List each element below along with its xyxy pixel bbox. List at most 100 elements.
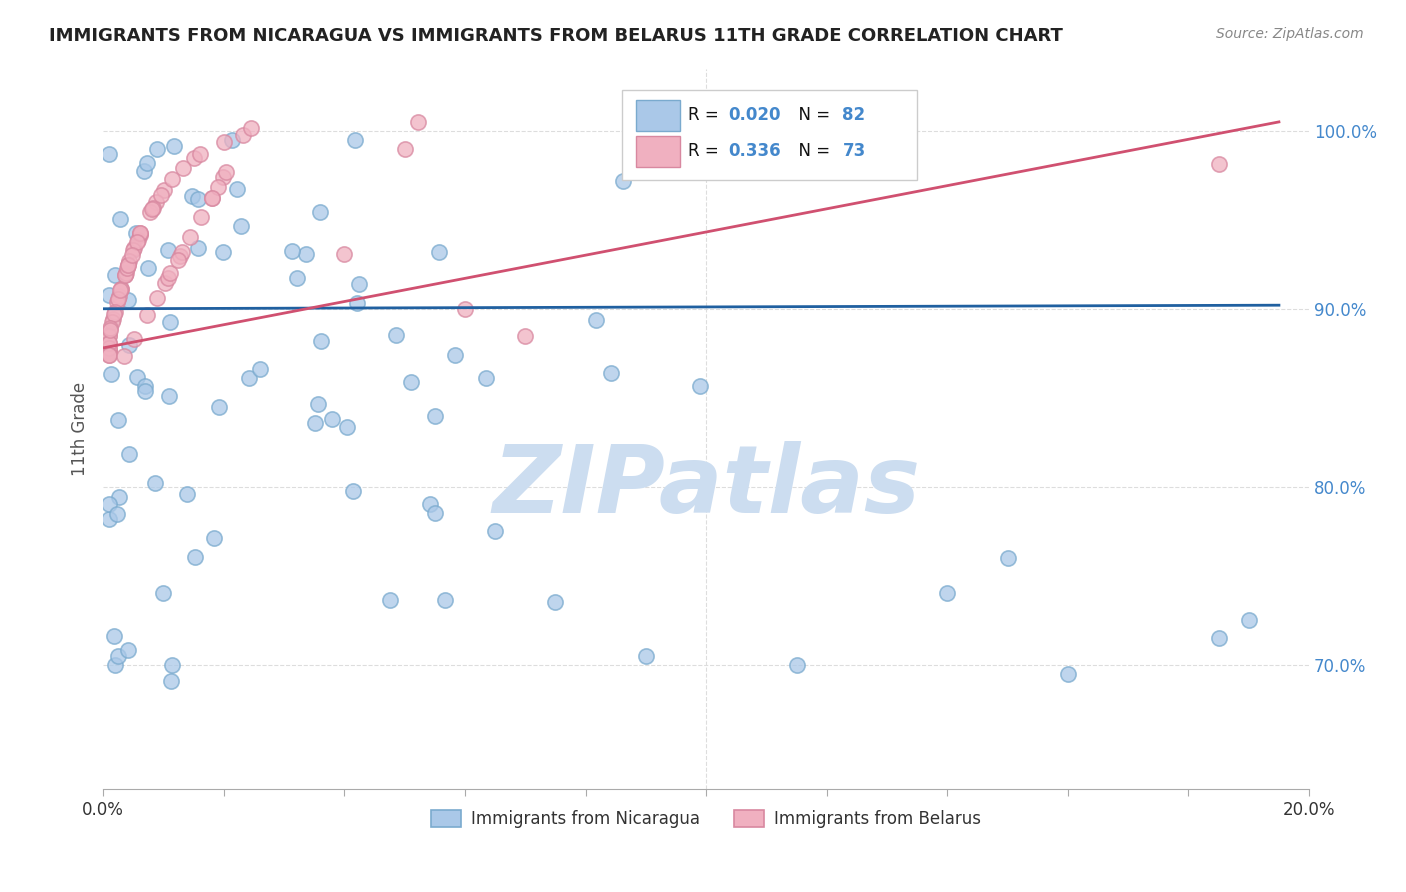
Point [117, 258, 139, 272]
Point [139, 205, 162, 219]
Point [104, 268, 127, 282]
Point [349, 277, 371, 291]
Point [141, 202, 163, 216]
Point [187, 241, 209, 255]
Point [100, 367, 122, 381]
Point [117, 643, 139, 657]
Point [249, 362, 271, 376]
Point [474, 371, 496, 385]
Point [394, 142, 416, 156]
Point [163, 138, 186, 153]
Point [201, 191, 224, 205]
Text: ZIPatlas: ZIPatlas [492, 441, 920, 533]
Point [118, 338, 141, 352]
Point [125, 370, 148, 384]
Point [231, 219, 253, 234]
Point [1057, 666, 1080, 681]
Point [122, 332, 145, 346]
Point [156, 270, 179, 285]
Point [380, 593, 402, 607]
Point [98, 343, 121, 358]
Point [176, 487, 198, 501]
FancyBboxPatch shape [621, 90, 917, 180]
Point [454, 302, 477, 317]
Point [336, 420, 359, 434]
Point [160, 172, 183, 186]
Point [208, 400, 231, 414]
Point [212, 135, 235, 149]
Point [134, 379, 156, 393]
Point [149, 188, 172, 202]
Text: Source: ZipAtlas.com: Source: ZipAtlas.com [1216, 27, 1364, 41]
Point [786, 657, 808, 672]
Point [172, 161, 194, 176]
Point [145, 475, 167, 490]
FancyBboxPatch shape [636, 136, 679, 168]
Point [159, 316, 181, 330]
Point [280, 244, 302, 259]
Point [333, 246, 356, 260]
Point [159, 266, 181, 280]
Text: 73: 73 [842, 143, 866, 161]
Point [172, 244, 194, 259]
Point [399, 375, 422, 389]
Point [107, 292, 129, 306]
Point [443, 348, 465, 362]
Point [98, 336, 121, 351]
Point [433, 592, 456, 607]
Point [287, 270, 309, 285]
Point [160, 658, 183, 673]
Point [98, 497, 121, 511]
Point [385, 327, 408, 342]
Point [101, 312, 124, 326]
Point [146, 142, 169, 156]
Point [98, 345, 121, 359]
Point [125, 226, 148, 240]
FancyBboxPatch shape [636, 100, 679, 131]
Point [202, 531, 225, 545]
Point [117, 293, 139, 308]
Point [101, 315, 124, 329]
Point [129, 226, 152, 240]
Point [98, 342, 121, 356]
Point [121, 248, 143, 262]
Point [136, 260, 159, 275]
Point [122, 241, 145, 255]
Point [181, 188, 204, 202]
Point [544, 595, 567, 609]
Point [127, 233, 149, 247]
Point [129, 226, 152, 240]
Text: R =: R = [688, 143, 724, 161]
Text: 82: 82 [842, 106, 866, 124]
Point [936, 586, 959, 600]
Point [98, 323, 121, 337]
Point [321, 412, 343, 426]
Legend: Immigrants from Nicaragua, Immigrants from Belarus: Immigrants from Nicaragua, Immigrants fr… [425, 804, 987, 835]
Text: N =: N = [789, 143, 835, 161]
Point [98, 336, 121, 351]
Point [98, 342, 121, 356]
Point [423, 507, 446, 521]
Point [108, 490, 131, 504]
Point [134, 384, 156, 398]
Point [207, 180, 229, 194]
Point [304, 416, 326, 430]
Point [221, 133, 243, 147]
Point [585, 313, 607, 327]
Point [105, 507, 128, 521]
Point [634, 648, 657, 663]
Point [238, 371, 260, 385]
Point [107, 412, 129, 426]
Point [112, 350, 135, 364]
Point [153, 183, 176, 197]
Point [114, 268, 136, 282]
Point [98, 288, 121, 302]
Point [136, 155, 159, 169]
Point [166, 252, 188, 267]
Point [104, 658, 127, 673]
Point [342, 483, 364, 498]
Point [484, 524, 506, 539]
Point [307, 397, 329, 411]
Point [152, 585, 174, 599]
Point [136, 308, 159, 322]
